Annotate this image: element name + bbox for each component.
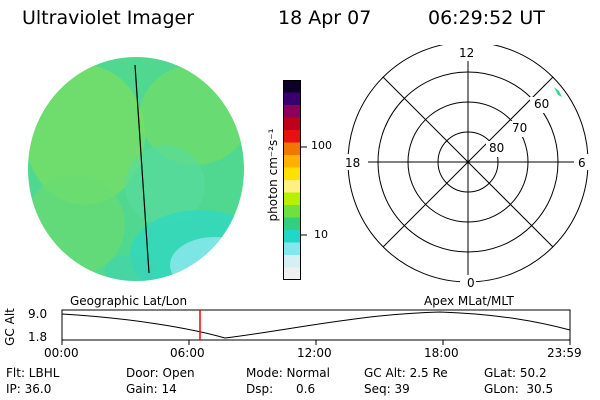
image-time: 06:29:52 UT: [428, 7, 545, 29]
polar-label-80: 80: [489, 141, 505, 155]
x-tick-2359: 23:59: [547, 346, 582, 360]
mode-info: Mode: Normal: [246, 366, 330, 380]
colorbar-band: [283, 117, 301, 131]
image-date: 18 Apr 07: [278, 7, 372, 29]
x-tick-1200: 12:00: [297, 346, 332, 360]
geographic-label: Geographic Lat/Lon: [70, 294, 188, 308]
seq-info: Seq: 39: [364, 382, 410, 396]
colorbar-tick-10: 10: [314, 228, 328, 241]
glat-info: GLat: 50.2: [484, 366, 547, 380]
orbit-timeline: [61, 309, 571, 345]
altitude-curve: [61, 311, 571, 339]
x-tick-0600: 06:00: [170, 346, 205, 360]
glon-info: GLon: 30.5: [484, 382, 554, 396]
polar-label-0: 0: [467, 276, 475, 290]
y-tick-1-8: 1.8: [28, 330, 48, 344]
door-info: Door: Open: [126, 366, 195, 380]
gc-alt-info: GC Alt: 2.5 Re: [364, 366, 448, 380]
colorbar-band: [283, 167, 301, 181]
terminator-line: [134, 64, 150, 274]
colorbar-band: [283, 205, 301, 218]
polar-label-12: 12: [459, 46, 475, 60]
colorbar: [283, 80, 307, 280]
colorbar-band: [283, 92, 301, 106]
colorbar-band: [283, 180, 301, 193]
colorbar-band: [283, 267, 301, 280]
polar-label-70: 70: [512, 121, 528, 135]
colorbar-band: [283, 230, 301, 243]
gain-info: Gain: 14: [126, 382, 177, 396]
x-tick-0000: 00:00: [44, 346, 79, 360]
app-title: Ultraviolet Imager: [22, 7, 195, 29]
colorbar-band: [283, 217, 301, 231]
gc-alt-axis-label: GC Alt: [3, 308, 17, 346]
colorbar-band: [283, 155, 301, 168]
colorbar-band: [283, 130, 301, 143]
colorbar-unit-label: photon cm⁻²s⁻¹: [266, 128, 280, 222]
ip-info: IP: 36.0: [6, 382, 52, 396]
polar-label-60: 60: [534, 97, 550, 111]
uv-disk-image: [28, 57, 244, 281]
apex-label: Apex MLat/MLT: [424, 294, 514, 308]
aurora-fragment: [554, 87, 562, 97]
dsp-info: Dsp: 0.6: [246, 382, 316, 396]
colorbar-band: [283, 142, 301, 156]
colorbar-tick-100: 100: [311, 139, 332, 152]
colorbar-band: [283, 80, 301, 93]
y-tick-9: 9.0: [28, 307, 48, 321]
polar-label-6: 6: [578, 156, 586, 170]
colorbar-band: [283, 255, 301, 268]
polar-label-18: 18: [345, 156, 361, 170]
colorbar-band: [283, 105, 301, 118]
polar-grid-plot: [344, 45, 590, 289]
x-tick-1800: 18:00: [424, 346, 459, 360]
filter-info: Flt: LBHL: [6, 366, 60, 380]
colorbar-band: [283, 242, 301, 256]
colorbar-band: [283, 192, 301, 206]
